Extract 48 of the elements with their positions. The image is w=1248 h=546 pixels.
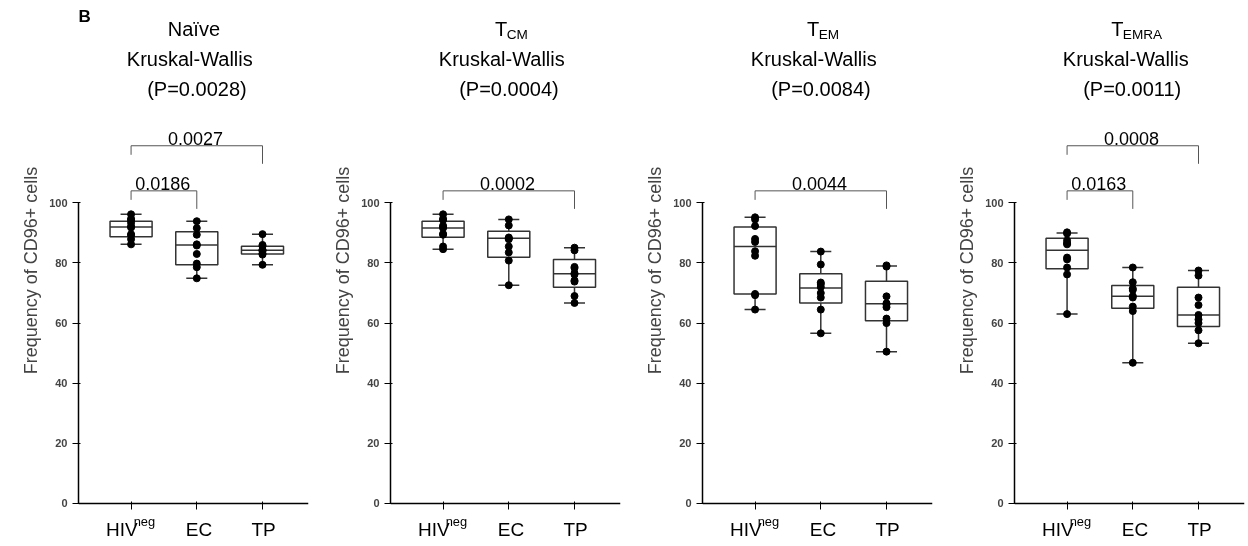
y-tick-label: 0 xyxy=(685,497,692,510)
text: 0.0044 xyxy=(791,174,848,195)
y-tick-label: 80 xyxy=(679,256,692,269)
y-tick-label: 100 xyxy=(361,196,380,209)
text: 0.0163 xyxy=(1071,174,1127,195)
x-tick-label: EC xyxy=(497,518,525,540)
y-axis-title: Frequency of CD96+ cells xyxy=(645,166,666,375)
text: 0.0002 xyxy=(479,174,536,195)
y-axis-title: Frequency of CD96+ cells xyxy=(333,166,354,375)
y-tick-label: 80 xyxy=(991,256,1004,269)
y-tick-label: 100 xyxy=(673,196,692,209)
y-tick-label: 100 xyxy=(985,196,1004,209)
y-tick-label: 60 xyxy=(679,317,692,330)
y-tick-label: 60 xyxy=(55,317,68,330)
y-tick-label: 80 xyxy=(55,256,68,269)
y-tick-label: 0 xyxy=(997,497,1004,510)
chart-title: Naïve xyxy=(167,17,221,40)
y-tick-label: 40 xyxy=(367,377,380,390)
y-tick-label: 20 xyxy=(679,437,692,450)
chart-subtitle: Kruskal-Wallis (P=0.0028) xyxy=(126,47,253,100)
y-tick-label: 60 xyxy=(991,317,1004,330)
chart-subtitle: Kruskal-Wallis (P=0.0084) xyxy=(750,47,877,100)
x-tick-label: EC xyxy=(185,518,213,540)
x-tick-label: TP xyxy=(1187,518,1212,540)
y-tick-label: 40 xyxy=(991,377,1004,390)
y-axis-title: Frequency of CD96+ cells xyxy=(957,166,978,375)
x-tick-label: EC xyxy=(809,518,837,540)
y-tick-label: 80 xyxy=(367,256,380,269)
y-tick-label: 20 xyxy=(55,437,68,450)
text: 0.0186 xyxy=(135,174,191,195)
y-tick-label: 0 xyxy=(373,497,380,510)
chart-subtitle: Kruskal-Wallis (P=0.0011) xyxy=(1062,47,1189,100)
x-tick-label: TP xyxy=(563,518,588,540)
y-tick-label: 20 xyxy=(367,437,380,450)
y-axis-title: Frequency of CD96+ cells xyxy=(21,166,42,375)
y-tick-label: 40 xyxy=(55,377,68,390)
text: B xyxy=(78,6,91,26)
x-tick-label: TP xyxy=(251,518,276,540)
y-tick-label: 60 xyxy=(367,317,380,330)
text: 0.0008 xyxy=(1103,129,1160,150)
y-tick-label: 20 xyxy=(991,437,1004,450)
text: 0.0027 xyxy=(167,129,224,150)
y-tick-label: 100 xyxy=(49,196,68,209)
y-tick-label: 0 xyxy=(61,497,68,510)
chart-subtitle: Kruskal-Wallis (P=0.0004) xyxy=(438,47,565,100)
y-tick-label: 40 xyxy=(679,377,692,390)
x-tick-label: EC xyxy=(1121,518,1149,540)
x-tick-label: TP xyxy=(875,518,900,540)
